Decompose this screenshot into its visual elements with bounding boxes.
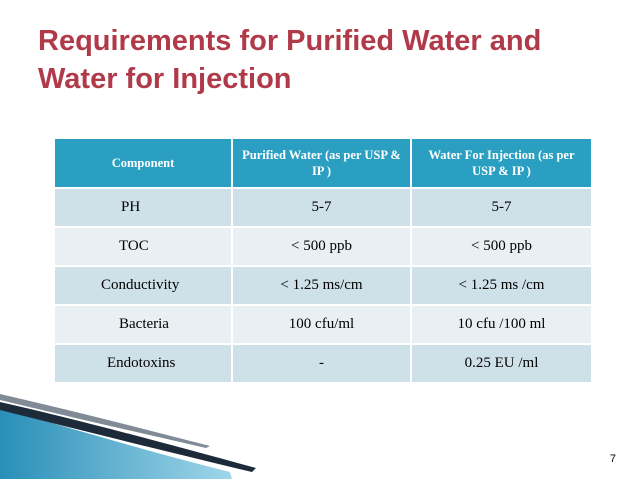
table-cell-purified-water: < 1.25 ms/cm (231, 265, 412, 306)
table-row: Bacteria 100 cfu/ml 10 cfu /100 ml (53, 304, 593, 345)
slide-title: Requirements for Purified Water and Wate… (38, 25, 542, 95)
table-header-row: Component Purified Water (as per USP & I… (53, 137, 593, 189)
table-cell-purified-water: 100 cfu/ml (231, 304, 412, 345)
requirements-table: Component Purified Water (as per USP & I… (53, 137, 593, 384)
table-cell-component: TOC (53, 226, 233, 267)
column-header-water-for-injection: Water For Injection (as per USP & IP ) (410, 137, 593, 189)
table-cell-purified-water: - (231, 343, 412, 384)
table-row: Conductivity < 1.25 ms/cm < 1.25 ms /cm (53, 265, 593, 306)
table-cell-water-for-injection: < 500 ppb (410, 226, 593, 267)
table-cell-water-for-injection: 10 cfu /100 ml (410, 304, 593, 345)
table-cell-purified-water: 5-7 (231, 187, 412, 228)
corner-swoosh-decoration (0, 394, 256, 479)
table-row: PH 5-7 5-7 (53, 187, 593, 228)
table-cell-water-for-injection: 0.25 EU /ml (410, 343, 593, 384)
table-cell-water-for-injection: 5-7 (410, 187, 593, 228)
column-header-purified-water: Purified Water (as per USP & IP ) (231, 137, 412, 189)
column-header-component: Component (53, 137, 233, 189)
table-cell-component: Conductivity (53, 265, 233, 306)
table-cell-component: Endotoxins (53, 343, 233, 384)
table-row: Endotoxins - 0.25 EU /ml (53, 343, 593, 384)
table-cell-component: PH (53, 187, 233, 228)
table-row: TOC < 500 ppb < 500 ppb (53, 226, 593, 267)
table-cell-component: Bacteria (53, 304, 233, 345)
page-number: 7 (609, 453, 616, 465)
table-cell-water-for-injection: < 1.25 ms /cm (410, 265, 593, 306)
table-cell-purified-water: < 500 ppb (231, 226, 412, 267)
